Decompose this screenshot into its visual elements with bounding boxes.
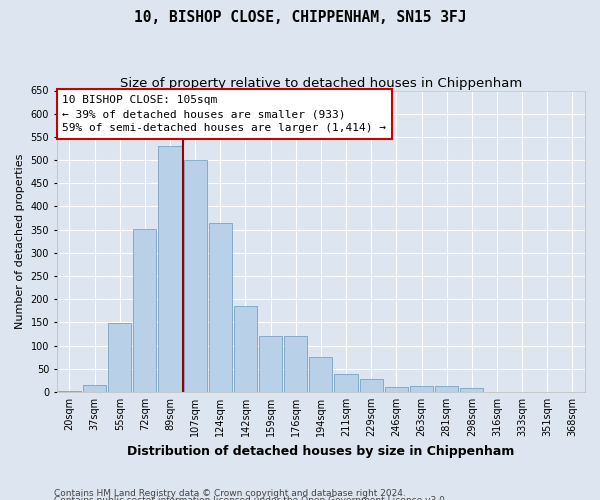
Bar bbox=[359, 380, 383, 392]
Bar bbox=[259, 336, 282, 392]
Text: Contains public sector information licensed under the Open Government Licence v3: Contains public sector information licen… bbox=[54, 496, 448, 500]
Bar bbox=[209, 222, 232, 392]
Bar bbox=[184, 160, 207, 392]
X-axis label: Distribution of detached houses by size in Chippenham: Distribution of detached houses by size … bbox=[127, 444, 515, 458]
Bar bbox=[435, 386, 458, 392]
Bar bbox=[284, 336, 307, 392]
Title: Size of property relative to detached houses in Chippenham: Size of property relative to detached ho… bbox=[120, 78, 522, 90]
Text: 10 BISHOP CLOSE: 105sqm
← 39% of detached houses are smaller (933)
59% of semi-d: 10 BISHOP CLOSE: 105sqm ← 39% of detache… bbox=[62, 95, 386, 133]
Bar bbox=[385, 388, 408, 392]
Bar bbox=[83, 386, 106, 392]
Bar bbox=[334, 374, 358, 392]
Bar bbox=[133, 228, 157, 392]
Bar bbox=[108, 324, 131, 392]
Bar bbox=[460, 388, 484, 392]
Text: 10, BISHOP CLOSE, CHIPPENHAM, SN15 3FJ: 10, BISHOP CLOSE, CHIPPENHAM, SN15 3FJ bbox=[134, 10, 466, 25]
Y-axis label: Number of detached properties: Number of detached properties bbox=[15, 154, 25, 329]
Bar bbox=[310, 357, 332, 392]
Bar bbox=[234, 306, 257, 392]
Text: Contains HM Land Registry data © Crown copyright and database right 2024.: Contains HM Land Registry data © Crown c… bbox=[54, 488, 406, 498]
Bar bbox=[158, 146, 182, 392]
Bar bbox=[58, 391, 81, 392]
Bar bbox=[410, 386, 433, 392]
